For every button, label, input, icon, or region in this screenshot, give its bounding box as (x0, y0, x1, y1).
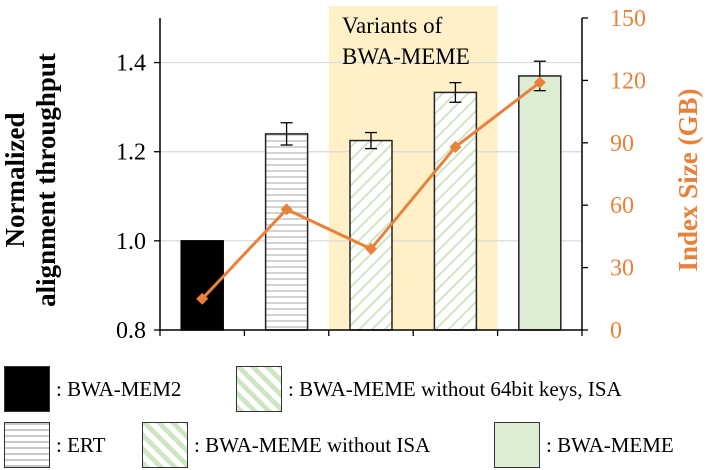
y-tick-label: 0.8 (116, 318, 146, 344)
legend-label-noisa: : BWA-MEME without ISA (194, 432, 431, 457)
legend-item-no64: : BWA-MEME without 64bit keys, ISA (236, 366, 622, 412)
legend-label-no64: : BWA-MEME without 64bit keys, ISA (288, 376, 622, 401)
annotation-line1: Variants of (342, 13, 443, 38)
bar-2 (349, 139, 393, 331)
chart: 0.8 1.0 1.2 1.4 0 30 60 90 120 150 Normalized ali… (0, 6, 703, 344)
legend-swatch-no64 (236, 366, 282, 412)
index-size-point (280, 203, 293, 216)
y2-tick-label: 60 (610, 193, 634, 219)
y2-tick-label: 150 (610, 6, 646, 32)
annotation-line2: BWA-MEME (342, 44, 470, 69)
legend-label-bwa-mem2: : BWA-MEM2 (56, 376, 182, 401)
y-tick-label: 1.4 (116, 51, 146, 77)
legend-item-bwa-meme: : BWA-MEME (494, 422, 674, 468)
index-size-point (196, 292, 209, 305)
legend-swatch-noisa (142, 422, 188, 468)
legend-label-bwa-meme: : BWA-MEME (546, 432, 674, 457)
y2-tick-label: 120 (610, 68, 646, 94)
y-axis-label-line1: Normalized (0, 113, 30, 248)
legend-item-ert: : ERT (4, 422, 106, 468)
index-size-point (365, 242, 377, 255)
y-axis-label-line2: alignment throughput (31, 53, 61, 307)
index-size-point (449, 140, 462, 153)
legend-label-ert: : ERT (56, 432, 106, 457)
bar-3 (433, 91, 478, 331)
legend-swatch-bwa-mem2 (4, 366, 50, 412)
legend-swatch-bwa-meme (494, 422, 540, 468)
y-tick-label: 1.0 (116, 229, 146, 255)
legend: : BWA-MEM2 : BWA-MEME without 64bit keys… (0, 360, 709, 470)
bar-0 (180, 240, 224, 331)
legend-item-noisa: : BWA-MEME without ISA (142, 422, 430, 468)
index-size-point (533, 76, 546, 89)
legend-item-bwa-mem2: : BWA-MEM2 (4, 366, 181, 412)
bar-1 (264, 133, 309, 331)
y2-tick-label: 0 (610, 318, 622, 344)
legend-swatch-ert (4, 422, 50, 468)
y2-tick-label: 30 (610, 256, 634, 282)
y-tick-label: 1.2 (116, 140, 146, 166)
bar-4 (518, 75, 562, 331)
y2-axis-label: Index Size (GB) (673, 88, 703, 271)
y2-tick-label: 90 (610, 131, 634, 157)
